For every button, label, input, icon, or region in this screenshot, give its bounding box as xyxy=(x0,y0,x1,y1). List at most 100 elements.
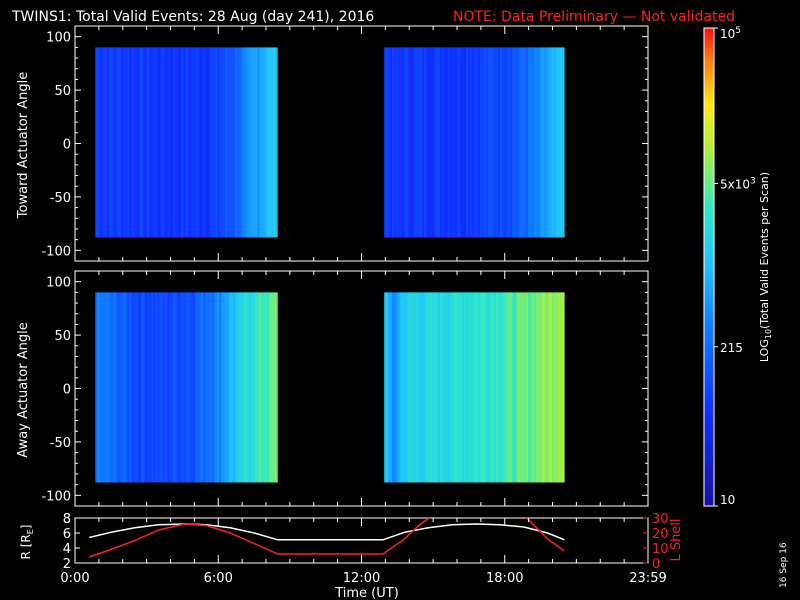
colorbar-labels: 10 215 5x103 105 xyxy=(714,26,756,507)
radius-line xyxy=(89,523,565,541)
heat-stripe xyxy=(117,292,120,483)
heat-stripe xyxy=(243,47,246,238)
y-tick-label: 0 xyxy=(63,383,71,398)
heat-stripe xyxy=(151,47,154,238)
heat-stripe xyxy=(506,292,509,483)
heat-stripe xyxy=(103,47,106,238)
heat-stripe xyxy=(127,292,130,483)
heat-stripe xyxy=(97,47,100,238)
heat-stripe xyxy=(458,292,461,483)
heat-stripe xyxy=(384,292,387,483)
heat-stripe xyxy=(452,47,455,238)
heat-stripe xyxy=(269,292,272,483)
heat-stripe xyxy=(560,292,563,483)
heat-stripe xyxy=(139,292,142,483)
away-angle-panel: -100 -50 0 50 100 xyxy=(41,270,649,507)
heat-stripe xyxy=(492,47,495,238)
heat-stripe xyxy=(133,47,136,238)
y-tick-label: 8 xyxy=(63,512,71,527)
heat-stripe xyxy=(159,292,162,483)
heat-stripe xyxy=(131,292,134,483)
heat-stripe xyxy=(538,292,541,483)
heat-stripe xyxy=(119,47,122,238)
heat-stripe xyxy=(484,292,487,483)
heat-stripe xyxy=(386,292,389,483)
heat-stripe xyxy=(161,292,164,483)
heat-stripe xyxy=(227,292,230,483)
heat-stripe xyxy=(414,47,417,238)
heat-stripe xyxy=(450,292,453,483)
heat-stripe xyxy=(263,47,266,238)
heat-stripe xyxy=(247,47,250,238)
heat-stripe xyxy=(482,47,485,238)
heat-stripe xyxy=(263,292,266,483)
heat-stripe xyxy=(424,292,427,483)
heat-stripe xyxy=(552,292,555,483)
heat-stripe xyxy=(157,47,160,238)
orbit-ylabel-sub: E xyxy=(26,529,35,534)
y-tick-label: 6 xyxy=(63,527,71,542)
heat-stripe xyxy=(540,47,543,238)
heat-stripe xyxy=(195,292,198,483)
heat-stripe xyxy=(171,47,174,238)
heat-stripe xyxy=(404,47,407,238)
heat-stripe xyxy=(245,292,248,483)
heat-stripe xyxy=(233,47,236,238)
heat-stripe xyxy=(143,292,146,483)
heat-stripe xyxy=(488,47,491,238)
heat-stripe xyxy=(536,292,539,483)
heat-stripe xyxy=(259,292,262,483)
heat-stripe xyxy=(426,292,429,483)
heat-stripe xyxy=(524,292,527,483)
heat-stripe xyxy=(137,47,140,238)
heat-stripe xyxy=(516,47,519,238)
heat-stripe xyxy=(169,292,172,483)
heat-stripe xyxy=(454,292,457,483)
heat-stripe xyxy=(253,292,256,483)
colorbar-title: LOG10(Total Valid Events per Scan) xyxy=(758,172,773,362)
heat-stripe xyxy=(392,47,395,238)
time-axis: 0:00 6:00 12:00 18:00 23:59 xyxy=(60,571,666,586)
heat-stripe xyxy=(394,47,397,238)
heat-stripe xyxy=(442,292,445,483)
heat-stripe xyxy=(97,292,100,483)
heat-stripe xyxy=(444,47,447,238)
heat-stripe xyxy=(239,47,242,238)
heat-stripe xyxy=(173,292,176,483)
heat-stripe xyxy=(518,47,521,238)
heat-stripe xyxy=(235,47,238,238)
heat-stripe xyxy=(149,292,152,483)
heat-stripe xyxy=(528,292,531,483)
heat-stripe xyxy=(125,292,128,483)
heat-stripe xyxy=(245,47,248,238)
heat-stripe xyxy=(219,47,222,238)
heat-stripe xyxy=(177,292,180,483)
lshell-ylabel: L Shell xyxy=(669,518,684,561)
heat-stripe xyxy=(181,292,184,483)
heat-stripe xyxy=(494,292,497,483)
heat-stripe xyxy=(105,292,108,483)
heat-stripe xyxy=(213,292,216,483)
heat-stripe xyxy=(500,47,503,238)
heat-stripe xyxy=(402,47,405,238)
heat-stripe xyxy=(185,47,188,238)
heat-stripe xyxy=(432,47,435,238)
heat-stripe xyxy=(416,292,419,483)
y2-tick-label: 30 xyxy=(652,512,669,527)
heat-stripe xyxy=(496,292,499,483)
time-tick-label: 12:00 xyxy=(343,571,380,586)
heat-stripe xyxy=(221,47,224,238)
heat-stripe xyxy=(123,47,126,238)
heat-stripe xyxy=(193,47,196,238)
colorbar-title-sub: 10 xyxy=(764,329,773,339)
heat-stripe xyxy=(390,292,393,483)
heat-stripe xyxy=(135,47,138,238)
heat-stripe xyxy=(464,292,467,483)
heat-stripe xyxy=(434,292,437,483)
heat-stripe xyxy=(480,47,483,238)
heat-stripe xyxy=(422,292,425,483)
heat-stripe xyxy=(554,47,557,238)
heat-stripe xyxy=(520,292,523,483)
heat-stripe xyxy=(199,47,202,238)
heat-stripe xyxy=(251,292,254,483)
